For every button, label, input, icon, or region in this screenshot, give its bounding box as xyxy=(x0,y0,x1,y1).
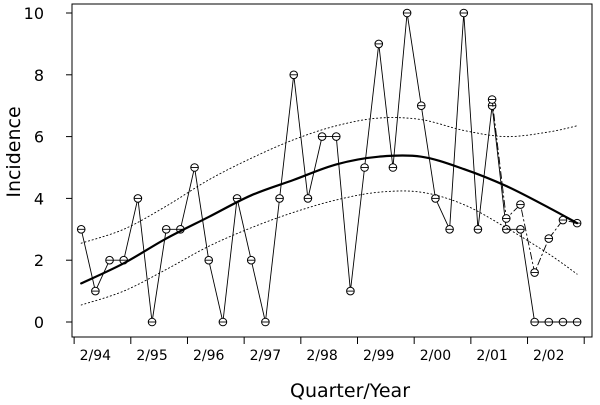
data-point xyxy=(331,132,341,141)
data-point xyxy=(133,194,143,203)
data-point xyxy=(190,163,199,172)
y-axis-title: Incidence xyxy=(3,106,25,197)
x-axis-title: Quarter/Year xyxy=(290,380,410,402)
data-point xyxy=(76,225,86,234)
series-line-dotted-upper xyxy=(80,117,578,244)
data-point xyxy=(317,132,327,141)
data-point xyxy=(161,225,171,234)
series-layer xyxy=(76,8,582,327)
x-tick-label: 2/96 xyxy=(193,348,225,364)
series-line-dotted-lower xyxy=(80,190,578,306)
data-point xyxy=(572,317,582,327)
data-point xyxy=(487,95,497,104)
plot-border xyxy=(71,3,593,338)
data-point xyxy=(261,317,270,327)
data-point xyxy=(275,194,284,203)
data-point xyxy=(544,317,554,327)
series-line-thick-trend xyxy=(80,154,579,285)
data-point xyxy=(374,39,384,49)
x-tick-label: 2/99 xyxy=(363,348,394,364)
data-point xyxy=(558,317,568,327)
data-point xyxy=(346,286,355,296)
data-point xyxy=(303,194,313,203)
x-tick-label: 2/98 xyxy=(306,348,337,364)
data-point xyxy=(416,101,426,110)
x-tick-label: 2/00 xyxy=(420,348,451,364)
x-tick-label: 2/95 xyxy=(136,348,167,364)
data-point xyxy=(218,317,228,327)
x-tick-label: 2/01 xyxy=(476,348,507,364)
data-point xyxy=(91,286,100,296)
data-point xyxy=(402,8,412,18)
data-point xyxy=(530,317,539,327)
data-point xyxy=(147,317,157,327)
data-point xyxy=(516,225,525,234)
data-point xyxy=(388,163,398,172)
x-tick-label: 2/02 xyxy=(533,348,564,364)
series-line-solid-thin-circles xyxy=(80,12,578,323)
data-point xyxy=(105,255,114,265)
y-tick-label: 6 xyxy=(34,128,44,147)
y-tick-label: 10 xyxy=(24,4,44,23)
data-point xyxy=(501,214,511,223)
y-tick-label: 0 xyxy=(34,313,44,332)
data-point xyxy=(459,8,469,18)
x-tick-label: 2/97 xyxy=(250,348,281,364)
x-axis: 2/94 2/95 2/96 2/97 2/98 2/99 2/00 2/01 2/02 xyxy=(73,337,585,364)
data-point xyxy=(544,234,554,243)
y-tick-label: 8 xyxy=(34,66,44,85)
data-point xyxy=(204,255,214,265)
data-point xyxy=(473,225,483,234)
y-tick-label: 4 xyxy=(34,189,44,208)
data-point xyxy=(501,225,511,234)
data-point xyxy=(246,255,256,265)
x-tick-label: 2/94 xyxy=(80,348,112,364)
y-tick-label: 2 xyxy=(34,251,44,270)
data-point xyxy=(360,163,369,172)
y-axis: 0 2 4 6 8 10 xyxy=(24,4,72,332)
data-point xyxy=(516,200,525,209)
data-point xyxy=(530,268,539,277)
data-point xyxy=(289,70,299,80)
plot-frame xyxy=(71,3,593,338)
data-point xyxy=(445,225,454,234)
